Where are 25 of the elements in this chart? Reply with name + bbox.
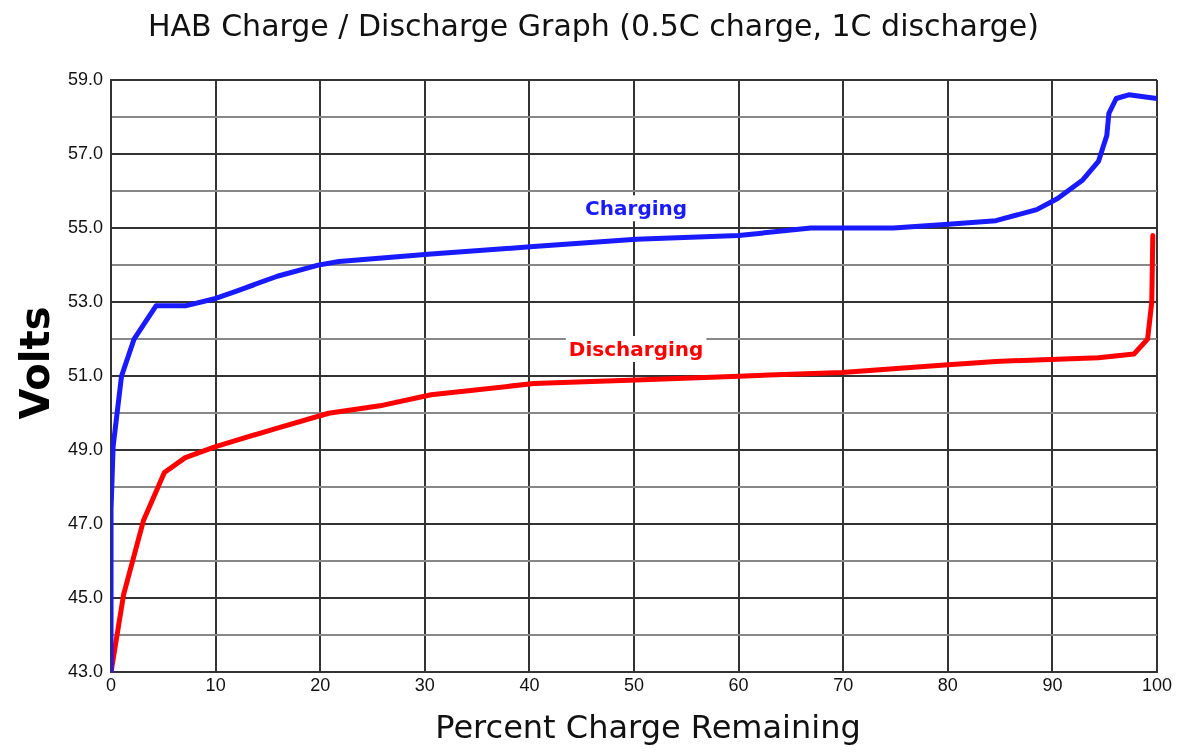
y-tick-label: 59.0	[67, 68, 104, 89]
x-tick-label: 80	[937, 675, 958, 696]
x-tick-label: 20	[310, 675, 331, 696]
x-tick-label: 0	[106, 675, 117, 696]
x-axis-title: Percent Charge Remaining	[434, 708, 862, 746]
y-tick-label: 45.0	[67, 587, 104, 608]
x-tick-label: 100	[1141, 675, 1173, 696]
y-tick-label: 49.0	[67, 439, 104, 460]
x-tick-label: 10	[205, 675, 226, 696]
y-tick-label: 53.0	[67, 291, 104, 312]
x-tick-label: 90	[1042, 675, 1063, 696]
y-tick-label: 55.0	[67, 217, 104, 238]
x-tick-label: 50	[624, 675, 645, 696]
y-tick-label: 43.0	[67, 661, 104, 682]
y-tick-label: 57.0	[67, 143, 104, 164]
y-tick-label: 47.0	[67, 513, 104, 534]
x-tick-label: 40	[519, 675, 540, 696]
y-axis-title: Volts	[12, 305, 58, 422]
series-label: Charging	[585, 196, 688, 221]
series-label: Discharging	[568, 336, 704, 361]
x-tick-label: 60	[728, 675, 749, 696]
x-tick-label: 30	[414, 675, 435, 696]
y-tick-label: 51.0	[67, 365, 104, 386]
chart-title: HAB Charge / Discharge Graph (0.5C charge, 1C discharge)	[146, 8, 1040, 43]
x-tick-label: 70	[833, 675, 854, 696]
